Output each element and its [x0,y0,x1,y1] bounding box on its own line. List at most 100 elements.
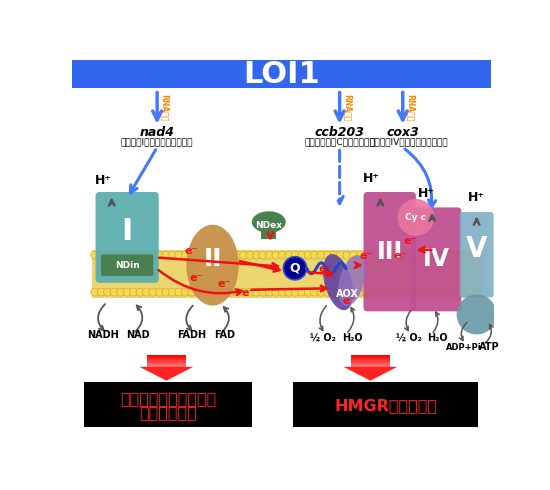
FancyBboxPatch shape [351,364,390,365]
Circle shape [304,288,312,296]
Text: III: III [377,240,403,264]
Text: H⁺: H⁺ [95,173,112,187]
Circle shape [123,288,131,296]
FancyBboxPatch shape [351,359,390,360]
Circle shape [162,251,170,259]
Circle shape [182,251,189,259]
Circle shape [337,251,344,259]
Circle shape [402,251,409,259]
Circle shape [472,251,480,259]
Circle shape [466,288,474,296]
Circle shape [252,251,261,259]
Circle shape [188,251,196,259]
Circle shape [213,251,222,259]
Circle shape [97,251,105,259]
Circle shape [343,251,351,259]
Circle shape [175,288,183,296]
Circle shape [298,251,306,259]
Circle shape [266,251,273,259]
Circle shape [156,251,163,259]
Text: AOX: AOX [336,289,359,298]
Circle shape [356,288,364,296]
Circle shape [220,251,228,259]
Polygon shape [140,367,194,381]
Circle shape [292,288,299,296]
FancyBboxPatch shape [147,356,186,357]
Circle shape [447,251,454,259]
Circle shape [414,251,422,259]
FancyBboxPatch shape [351,359,390,360]
Text: 生合成の制御: 生合成の制御 [139,406,197,420]
FancyBboxPatch shape [147,356,186,357]
Circle shape [382,288,390,296]
Ellipse shape [252,211,286,233]
Text: HMGR活性の制御: HMGR活性の制御 [334,398,437,414]
Circle shape [456,294,497,335]
FancyBboxPatch shape [147,362,186,363]
FancyBboxPatch shape [351,358,390,359]
FancyBboxPatch shape [351,361,390,362]
Circle shape [453,288,461,296]
FancyBboxPatch shape [84,382,252,427]
Circle shape [142,288,151,296]
Text: H₂O: H₂O [342,333,362,343]
FancyBboxPatch shape [351,366,390,367]
Text: cox3: cox3 [386,126,419,139]
Circle shape [356,251,364,259]
Circle shape [398,199,434,236]
Circle shape [472,288,480,296]
Text: ADP+Pi: ADP+Pi [446,343,481,352]
Circle shape [233,288,241,296]
Circle shape [233,251,241,259]
Circle shape [278,251,287,259]
Circle shape [156,288,163,296]
FancyBboxPatch shape [147,364,186,365]
Circle shape [375,251,383,259]
Text: H⁺: H⁺ [418,187,435,200]
Circle shape [252,288,261,296]
Circle shape [285,251,293,259]
Circle shape [382,251,390,259]
Circle shape [162,288,170,296]
Circle shape [175,251,183,259]
Circle shape [240,288,248,296]
Circle shape [433,288,442,296]
Circle shape [459,288,468,296]
FancyBboxPatch shape [92,250,483,297]
Circle shape [123,251,131,259]
Circle shape [182,288,189,296]
Text: ATP: ATP [478,342,499,352]
Circle shape [278,288,287,296]
Text: RNA編集: RNA編集 [406,95,415,122]
Circle shape [227,288,235,296]
Polygon shape [343,367,398,381]
Circle shape [201,251,209,259]
Circle shape [292,251,299,259]
Circle shape [337,288,344,296]
Text: RNA編集: RNA編集 [343,95,351,122]
Circle shape [427,288,435,296]
Circle shape [311,251,318,259]
Circle shape [369,251,377,259]
FancyBboxPatch shape [460,212,494,297]
FancyBboxPatch shape [351,360,390,361]
Circle shape [447,288,454,296]
Circle shape [466,251,474,259]
Text: e⁻: e⁻ [404,236,417,245]
Text: e⁻: e⁻ [343,295,356,306]
Circle shape [272,251,280,259]
Circle shape [246,288,254,296]
Circle shape [188,288,196,296]
FancyBboxPatch shape [147,361,186,362]
Text: RNA編集: RNA編集 [160,95,169,122]
Circle shape [97,288,105,296]
Circle shape [343,288,351,296]
Text: 葉綠体イソプレノイド: 葉綠体イソプレノイド [120,391,216,406]
Circle shape [427,251,435,259]
Circle shape [433,251,442,259]
Circle shape [362,288,371,296]
Circle shape [130,288,138,296]
Ellipse shape [323,254,353,310]
Text: Q: Q [290,262,300,275]
Text: IV: IV [423,247,450,271]
